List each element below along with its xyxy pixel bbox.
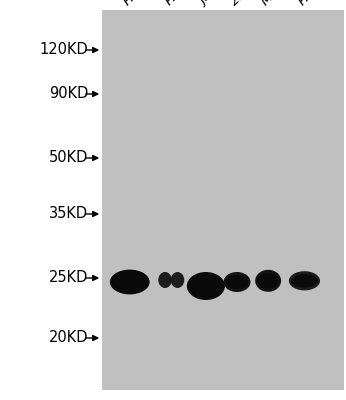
Text: 20KD: 20KD xyxy=(49,330,88,346)
Text: Hela: Hela xyxy=(120,0,151,8)
Ellipse shape xyxy=(226,275,248,289)
Ellipse shape xyxy=(224,272,251,292)
Ellipse shape xyxy=(255,270,281,292)
Text: 293T: 293T xyxy=(228,0,261,8)
Ellipse shape xyxy=(158,272,172,288)
Ellipse shape xyxy=(113,273,147,291)
Text: HepG2: HepG2 xyxy=(162,0,203,8)
Text: 90KD: 90KD xyxy=(49,86,88,102)
Ellipse shape xyxy=(257,273,279,288)
Text: Jurkat: Jurkat xyxy=(197,0,233,8)
Text: MCF-7: MCF-7 xyxy=(259,0,297,8)
Text: 50KD: 50KD xyxy=(49,150,88,166)
Text: 35KD: 35KD xyxy=(49,206,88,222)
Ellipse shape xyxy=(187,272,225,300)
Ellipse shape xyxy=(291,274,318,288)
Text: HL60: HL60 xyxy=(295,0,329,8)
FancyBboxPatch shape xyxy=(102,10,344,390)
Ellipse shape xyxy=(110,270,149,294)
Ellipse shape xyxy=(289,271,320,290)
Ellipse shape xyxy=(171,272,184,288)
Text: 120KD: 120KD xyxy=(39,42,88,58)
Ellipse shape xyxy=(190,276,222,296)
Text: 25KD: 25KD xyxy=(49,270,88,286)
